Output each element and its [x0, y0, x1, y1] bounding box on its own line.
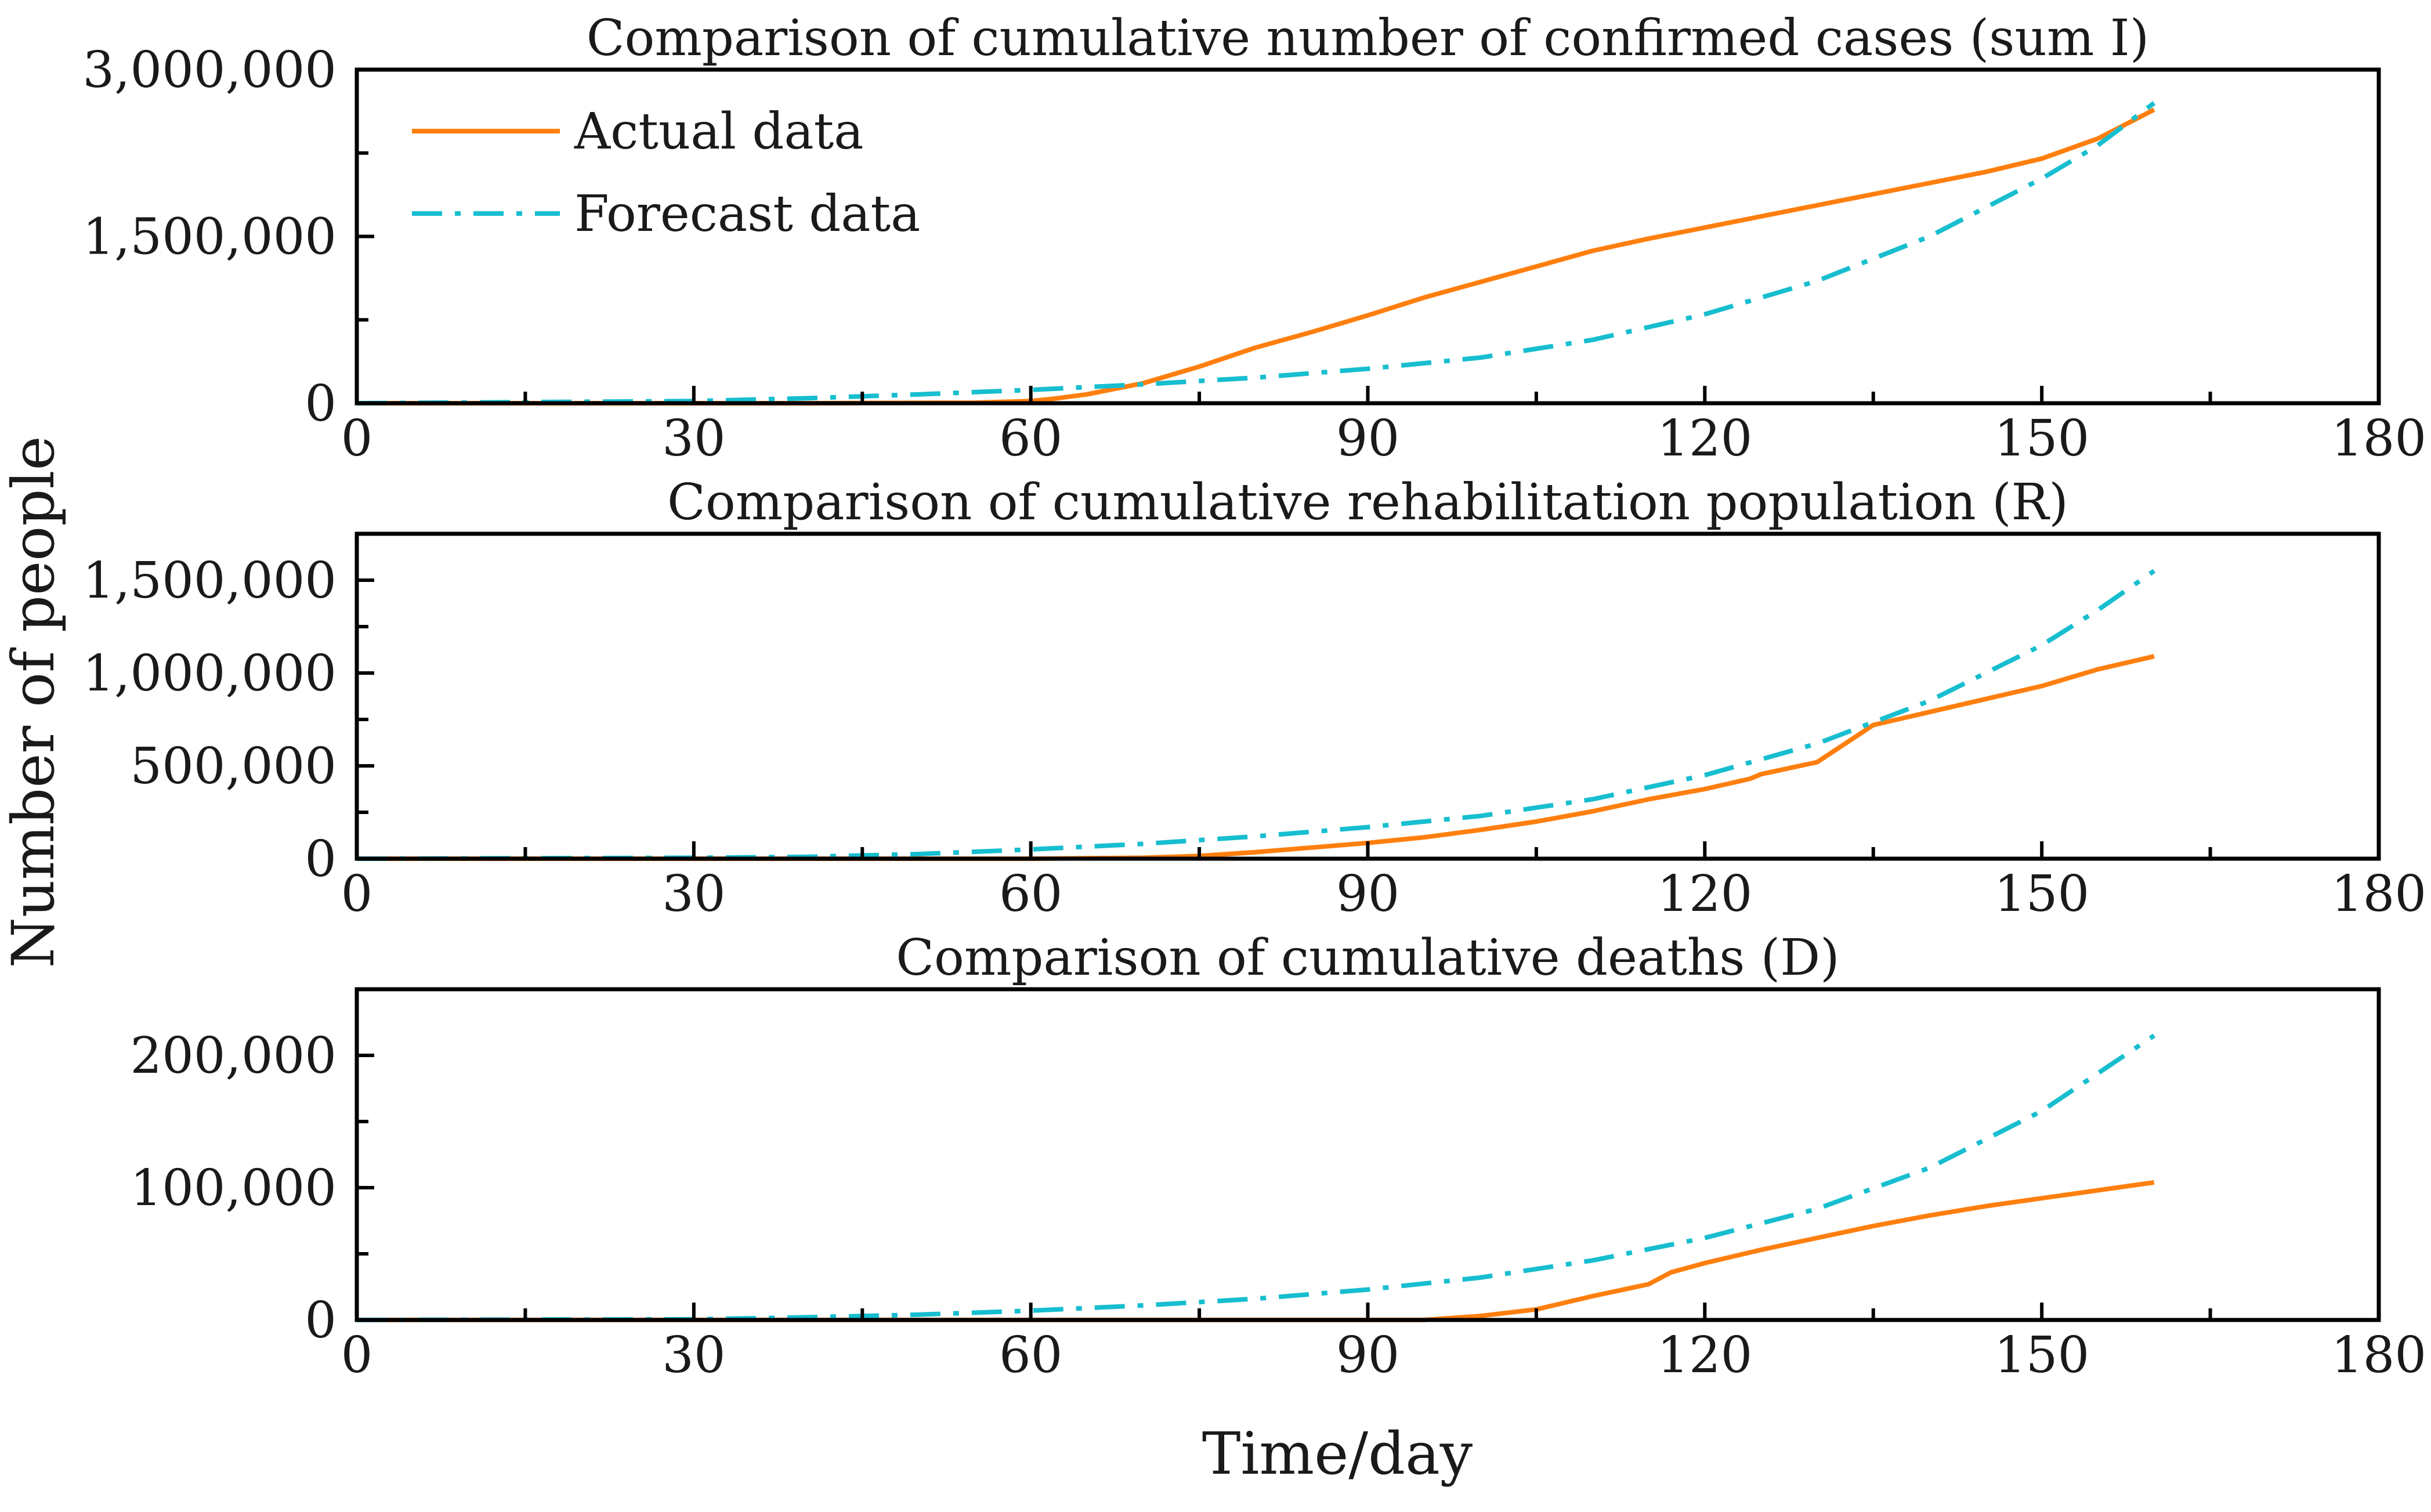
panel-title: Comparison of cumulative number of confi…: [587, 9, 2150, 67]
y-tick-label: 100,000: [130, 1159, 337, 1217]
chart-panels: Comparison of cumulative number of confi…: [82, 9, 2426, 1384]
x-tick-label: 120: [1657, 865, 1752, 923]
x-tick-label: 90: [1336, 410, 1399, 468]
panel-title: Comparison of cumulative deaths (D): [896, 929, 1839, 987]
y-tick-label: 1,500,000: [82, 208, 337, 266]
plot-frame: [354, 987, 2381, 1322]
forecast-series-line: [356, 569, 2156, 861]
y-tick-label: 200,000: [130, 1027, 337, 1085]
actual-series-line: [357, 107, 2155, 406]
x-tick-label: 60: [999, 410, 1062, 468]
series-group: [356, 569, 2156, 861]
x-tick-label: 0: [341, 865, 373, 923]
x-tick-label: 30: [662, 410, 725, 468]
x-tick-label: 120: [1657, 410, 1752, 468]
legend: Actual data Forecast data: [412, 103, 920, 243]
x-tick-label: 150: [1994, 865, 2089, 923]
y-tick-label: 1,500,000: [82, 552, 337, 610]
actual-series-line: [357, 654, 2155, 861]
x-tick-label: 180: [2331, 865, 2426, 923]
x-tick-label: 60: [999, 1326, 1062, 1384]
x-tick-label: 120: [1657, 1326, 1752, 1384]
x-tick-label: 30: [662, 865, 725, 923]
y-tick-label: 1,000,000: [82, 645, 337, 703]
x-tick-label: 180: [2331, 410, 2426, 468]
panel-recovered: Comparison of cumulative rehabilitation …: [82, 473, 2426, 923]
actual-series-line: [357, 1180, 2155, 1322]
series-group: [356, 1033, 2156, 1322]
y-tick-label: 0: [305, 1292, 337, 1350]
x-tick-label: 180: [2331, 1326, 2426, 1384]
x-tick-label: 60: [999, 865, 1062, 923]
x-tick-label: 30: [662, 1326, 725, 1384]
panel-confirmed: Comparison of cumulative number of confi…: [82, 9, 2426, 468]
forecast-series-line: [356, 1033, 2156, 1322]
x-axis-label: Time/day: [1202, 1420, 1473, 1488]
x-tick-label: 90: [1336, 1326, 1399, 1384]
x-tick-label: 90: [1336, 865, 1399, 923]
x-tick-label: 0: [341, 1326, 373, 1384]
legend-actual-label: Actual data: [574, 103, 864, 161]
panel-title: Comparison of cumulative rehabilitation …: [667, 473, 2068, 531]
x-tick-label: 150: [1994, 410, 2089, 468]
x-tick-label: 0: [341, 410, 373, 468]
panel-deaths: Comparison of cumulative deaths (D) 0 30 60…: [130, 929, 2426, 1384]
y-tick-label: 0: [305, 830, 337, 888]
y-tick-label: 500,000: [130, 737, 337, 795]
y-axis-label: Number of people: [0, 436, 67, 968]
y-tick-label: 3,000,000: [82, 41, 337, 99]
y-tick-label: 0: [305, 375, 337, 433]
x-tick-label: 150: [1994, 1326, 2089, 1384]
legend-forecast-label: Forecast data: [574, 185, 920, 243]
plot-frame: [354, 531, 2381, 861]
